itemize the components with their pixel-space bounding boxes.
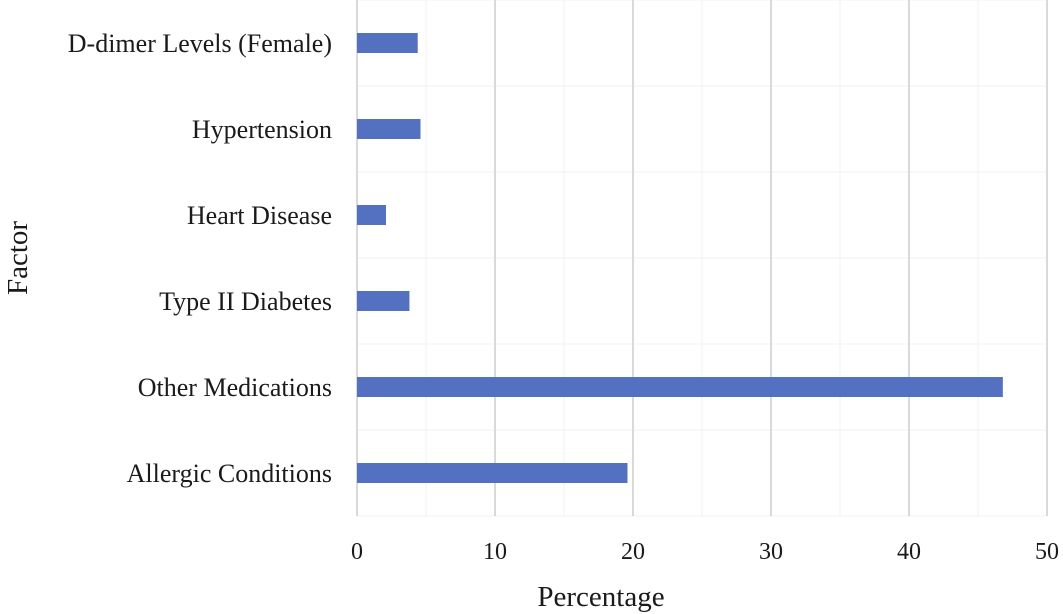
x-axis-title: Percentage — [537, 581, 664, 613]
bar — [357, 463, 628, 483]
bar — [357, 291, 410, 311]
category-label: Type II Diabetes — [159, 287, 332, 316]
y-axis-categories: D-dimer Levels (Female) Hypertension Heart… — [68, 29, 332, 488]
grid — [356, 0, 1048, 517]
x-tick-label: 10 — [483, 539, 507, 565]
category-label: Other Medications — [138, 373, 332, 402]
category-label: Allergic Conditions — [127, 459, 332, 488]
x-axis-ticks: 0 10 20 30 40 50 — [351, 539, 1059, 565]
bars — [357, 33, 1003, 483]
bar — [357, 119, 421, 139]
bar — [357, 33, 418, 53]
category-label: Hypertension — [192, 115, 332, 144]
x-tick-label: 0 — [351, 539, 363, 565]
bar — [357, 205, 386, 225]
y-axis-title: Factor — [2, 221, 34, 295]
x-tick-label: 40 — [897, 539, 921, 565]
x-tick-label: 30 — [759, 539, 783, 565]
x-tick-label: 20 — [621, 539, 645, 565]
category-label: D-dimer Levels (Female) — [68, 29, 332, 58]
category-label: Heart Disease — [187, 201, 332, 230]
x-tick-label: 50 — [1035, 539, 1059, 565]
bar — [357, 377, 1003, 397]
